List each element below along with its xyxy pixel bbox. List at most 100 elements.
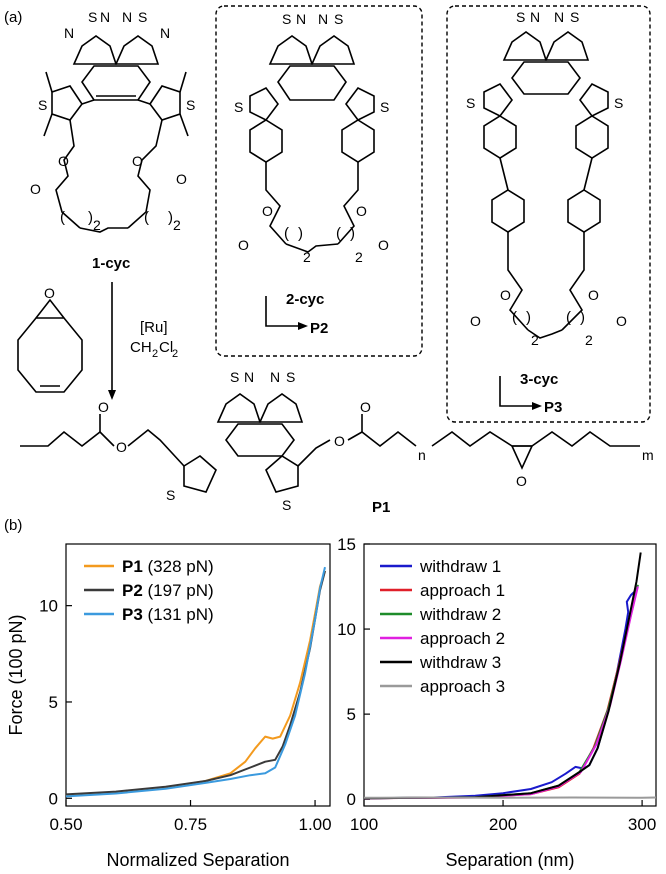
series-group bbox=[65, 566, 326, 798]
solvent-sub: 2 bbox=[152, 348, 158, 360]
methyl bbox=[179, 71, 187, 93]
atom-o: O bbox=[500, 287, 511, 303]
atom-o: O bbox=[176, 171, 187, 187]
phenyl-right bbox=[567, 189, 601, 233]
box-3-cyc bbox=[446, 5, 651, 423]
y-tick-label: 5 bbox=[347, 705, 356, 724]
bond bbox=[81, 99, 95, 105]
thiadiazole-ring-left bbox=[268, 35, 314, 65]
y-tick-label: 15 bbox=[337, 535, 356, 554]
y-tick-label: 5 bbox=[49, 693, 58, 712]
y-tick-label: 10 bbox=[39, 597, 58, 616]
legend-label-approach-2: approach 2 bbox=[420, 629, 505, 648]
atom-s: S bbox=[614, 95, 623, 111]
paren-close: ) bbox=[350, 225, 355, 242]
y-tick-label: 0 bbox=[49, 789, 58, 808]
subscript-m: m bbox=[642, 447, 654, 463]
benzene-right bbox=[575, 115, 609, 159]
arrow-line bbox=[265, 296, 300, 327]
x-axis-title: Normalized Separation bbox=[106, 850, 289, 870]
backbone-mid bbox=[347, 430, 417, 448]
legend-label-approach-3: approach 3 bbox=[420, 677, 505, 696]
box-2-cyc bbox=[215, 5, 423, 357]
central-ring bbox=[511, 61, 581, 95]
cis-alkene bbox=[79, 227, 128, 233]
methyl bbox=[179, 113, 189, 137]
atom-s: S bbox=[570, 9, 579, 25]
central-ring bbox=[225, 423, 295, 457]
compound-label-p2: P2 bbox=[310, 320, 328, 337]
catalyst-label: [Ru] bbox=[140, 319, 168, 336]
linker-left bbox=[127, 428, 185, 467]
x-tick-label: 0.75 bbox=[174, 815, 207, 834]
cyclooctene-ring bbox=[17, 317, 83, 393]
thiadiazole-ring-right bbox=[258, 393, 304, 423]
atom-o: O bbox=[30, 181, 41, 197]
atom-s: S bbox=[466, 95, 475, 111]
subscript-2: 2 bbox=[173, 217, 181, 233]
atom-o: O bbox=[356, 203, 367, 219]
panel-b-label: (b) bbox=[4, 517, 22, 534]
subscript-2: 2 bbox=[531, 332, 539, 348]
atom-o: O bbox=[588, 287, 599, 303]
atom-o: O bbox=[378, 237, 389, 253]
atom-o: O bbox=[116, 439, 127, 455]
bond bbox=[583, 157, 593, 191]
x-tick-label: 0.50 bbox=[49, 815, 82, 834]
subscript-2: 2 bbox=[303, 249, 311, 265]
thiadiazole-ring-left bbox=[216, 393, 262, 423]
backbone-end bbox=[531, 431, 640, 447]
plot-frame bbox=[363, 543, 657, 807]
series-group bbox=[363, 552, 657, 800]
legend-label-p3: P3 (131 pN) bbox=[122, 605, 214, 624]
axis-ticks: 0.50 0.75 1.00 0 5 10 bbox=[39, 597, 332, 834]
atom-s: S bbox=[230, 369, 239, 385]
atom-s: S bbox=[282, 497, 291, 513]
atom-n: N bbox=[554, 9, 564, 25]
atom-o: O bbox=[58, 153, 69, 169]
epoxycyclooctene: O bbox=[17, 285, 83, 393]
atom-o: O bbox=[44, 285, 55, 301]
atom-o: O bbox=[132, 153, 143, 169]
legend-extra: (197 pN) bbox=[143, 581, 214, 600]
linker-left bbox=[265, 162, 287, 245]
arrow-head bbox=[108, 390, 116, 400]
linker-right bbox=[127, 119, 163, 229]
atom-s: S bbox=[186, 97, 195, 113]
subscript-2: 2 bbox=[93, 217, 101, 233]
thiadiazole-ring-left bbox=[502, 31, 548, 61]
thiophene-right bbox=[265, 455, 299, 493]
axis-ticks: 100 200 300 0 5 10 15 bbox=[337, 535, 656, 834]
methyl bbox=[45, 71, 53, 93]
cis-alkene bbox=[285, 243, 339, 253]
central-ring bbox=[81, 65, 151, 101]
atom-n: N bbox=[100, 9, 110, 25]
subscript-2: 2 bbox=[585, 332, 593, 348]
compound-label-2-cyc: 2-cyc bbox=[286, 291, 324, 308]
legend-name: P3 bbox=[122, 605, 143, 624]
arrow-head bbox=[298, 322, 308, 330]
legend-label-p1: P1 (328 pN) bbox=[122, 557, 214, 576]
atom-o: O bbox=[616, 313, 627, 329]
atom-n: N bbox=[122, 9, 132, 25]
backbone-left bbox=[20, 430, 115, 448]
benzothiophene-right-5 bbox=[345, 86, 375, 122]
paren-open: ( bbox=[566, 309, 571, 326]
legend-name: P2 bbox=[122, 581, 143, 600]
benzothiophene-left-5 bbox=[249, 86, 279, 122]
linker-left bbox=[507, 232, 529, 331]
paren-close: ) bbox=[168, 209, 173, 226]
methyl bbox=[43, 113, 53, 137]
atom-s: S bbox=[282, 11, 291, 27]
atom-n: N bbox=[270, 369, 280, 385]
atom-s: S bbox=[166, 487, 175, 503]
paren-close: ) bbox=[298, 225, 303, 242]
compound-label-3-cyc: 3-cyc bbox=[520, 371, 558, 388]
atom-n: N bbox=[244, 369, 254, 385]
linker-right bbox=[297, 439, 331, 467]
subscript-2: 2 bbox=[355, 249, 363, 265]
atom-n: N bbox=[530, 9, 540, 25]
phenyl-left bbox=[491, 189, 525, 233]
panel-a: (a) S N N S N N S S bbox=[4, 5, 654, 516]
